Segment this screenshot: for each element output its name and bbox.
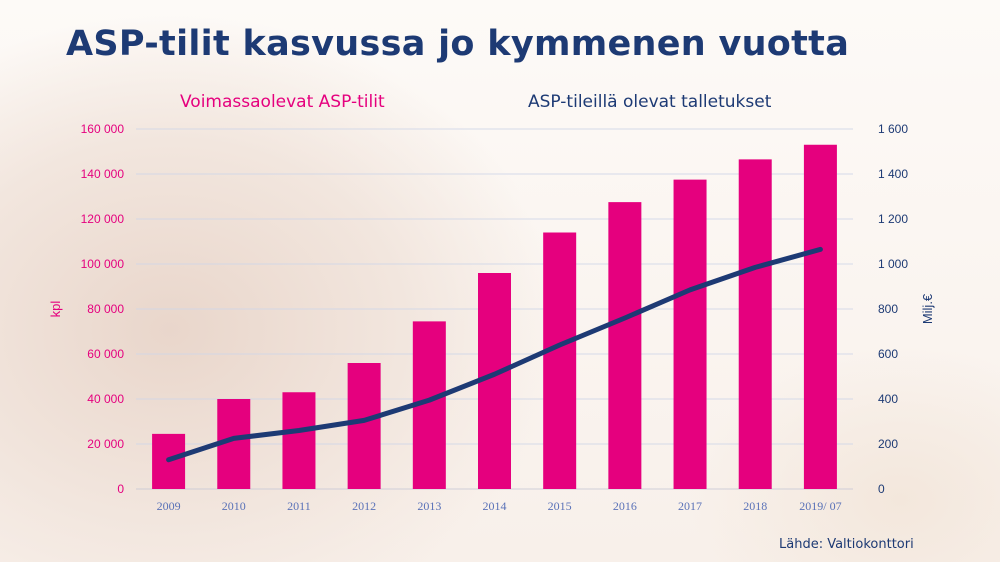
bar bbox=[282, 392, 316, 489]
left-tick-label: 140 000 bbox=[81, 167, 125, 181]
right-tick-label: 1 000 bbox=[878, 257, 908, 271]
legend-accounts: Voimassaolevat ASP-tilit bbox=[180, 92, 385, 112]
x-tick-label: 2018 bbox=[743, 499, 767, 513]
x-tick-label: 2014 bbox=[483, 499, 507, 513]
left-tick-label: 0 bbox=[117, 482, 124, 496]
left-tick-label: 120 000 bbox=[81, 212, 125, 226]
left-tick-label: 80 000 bbox=[87, 302, 124, 316]
left-axis: 0 20 000 40 000 60 000 80 000 100 000 120 000 1… bbox=[81, 122, 125, 496]
x-tick-label: 2010 bbox=[222, 499, 246, 513]
x-tick-label: 2016 bbox=[613, 499, 637, 513]
x-axis: 2009 2010 2011 2012 2013 2014 2015 2016 2017 2018… bbox=[157, 499, 842, 513]
line-series bbox=[166, 246, 823, 463]
right-tick-label: 1 600 bbox=[878, 122, 908, 136]
x-tick-label: 2011 bbox=[287, 499, 311, 513]
left-tick-label: 20 000 bbox=[87, 437, 124, 451]
right-tick-label: 800 bbox=[878, 302, 898, 316]
source-note: Lähde: Valtiokonttori bbox=[779, 537, 914, 552]
left-tick-label: 160 000 bbox=[81, 122, 125, 136]
x-tick-label: 2019/ 07 bbox=[799, 499, 841, 513]
right-tick-label: 1 400 bbox=[878, 167, 908, 181]
x-tick-label: 2013 bbox=[417, 499, 441, 513]
right-tick-label: 1 200 bbox=[878, 212, 908, 226]
left-tick-label: 60 000 bbox=[87, 347, 124, 361]
bar bbox=[738, 159, 772, 489]
bar bbox=[543, 232, 577, 489]
bar bbox=[673, 179, 707, 489]
page-title: ASP-tilit kasvussa jo kymmenen vuotta bbox=[66, 24, 850, 64]
bar bbox=[347, 363, 381, 489]
deposits-line bbox=[166, 246, 823, 463]
x-tick-label: 2009 bbox=[157, 499, 181, 513]
right-tick-label: 600 bbox=[878, 347, 898, 361]
bar bbox=[803, 144, 837, 489]
bar bbox=[608, 202, 642, 489]
left-tick-label: 40 000 bbox=[87, 392, 124, 406]
x-tick-label: 2017 bbox=[678, 499, 702, 513]
x-tick-label: 2015 bbox=[548, 499, 572, 513]
right-axis: 0 200 400 600 800 1 000 1 200 1 400 1 600 bbox=[878, 122, 908, 496]
left-tick-label: 100 000 bbox=[81, 257, 125, 271]
left-axis-title: kpl bbox=[48, 301, 63, 318]
legend-deposits: ASP-tileillä olevat talletukset bbox=[528, 92, 772, 112]
x-tick-label: 2012 bbox=[352, 499, 376, 513]
right-tick-label: 200 bbox=[878, 437, 898, 451]
right-axis-title: Milj.€ bbox=[920, 293, 935, 324]
bar-series bbox=[152, 144, 837, 489]
right-tick-label: 400 bbox=[878, 392, 898, 406]
right-tick-label: 0 bbox=[878, 482, 885, 496]
